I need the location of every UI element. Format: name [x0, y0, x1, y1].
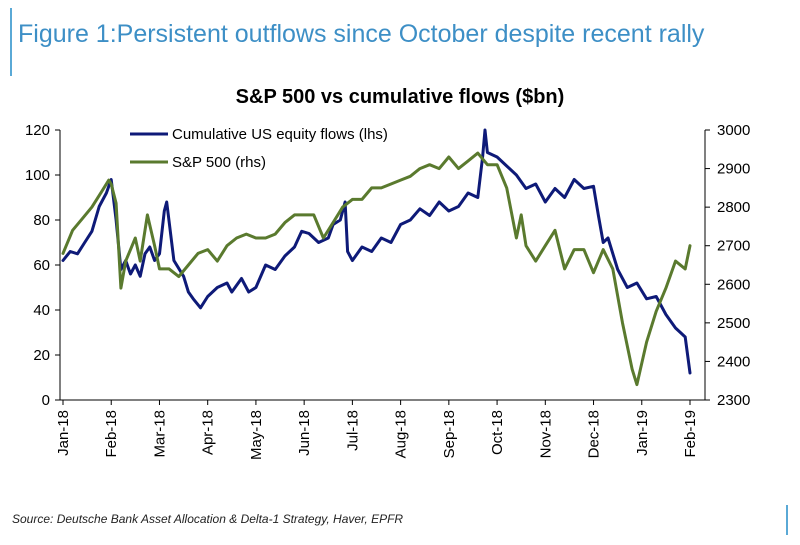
x-tick-label: Sep-18	[441, 410, 458, 458]
y-tick-label-right: 2300	[717, 392, 750, 409]
x-tick-label: Jan-19	[634, 410, 651, 456]
chart-legend: Cumulative US equity flows (lhs) S&P 500…	[130, 126, 388, 171]
x-tick-label: Dec-18	[586, 410, 603, 458]
x-tick-label: Nov-18	[537, 410, 554, 458]
y-tick-label-left: 40	[33, 302, 50, 319]
x-tick-label: Apr-18	[200, 410, 217, 455]
frame-accent-left	[10, 8, 12, 76]
chart-axes: 0 20 40 60 80 100 120 2300 2400 2500 2600 2700 2800 2…	[25, 122, 750, 460]
y-tick-label-left: 20	[33, 347, 50, 364]
x-tick-label: Jul-18	[344, 410, 361, 451]
y-tick-label-left: 100	[25, 167, 50, 184]
x-tick-label: Feb-18	[103, 410, 120, 458]
y-tick-label-right: 2900	[717, 161, 750, 178]
figure-title: Figure 1:Persistent outflows since Octob…	[18, 20, 705, 48]
x-tick-label: Oct-18	[489, 410, 506, 455]
y-tick-label-left: 60	[33, 257, 50, 274]
y-tick-label-left: 80	[33, 212, 50, 229]
y-tick-label-right: 2500	[717, 315, 750, 332]
x-tick-label: Feb-19	[682, 410, 699, 458]
x-tick-label: Jan-18	[55, 410, 72, 456]
x-tick-label: Mar-18	[151, 410, 168, 458]
source-note: Source: Deutsche Bank Asset Allocation &…	[12, 512, 404, 526]
series-line-flows	[61, 128, 692, 375]
y-tick-label-right: 2700	[717, 238, 750, 255]
x-tick-label: Aug-18	[393, 410, 410, 458]
y-tick-label-left: 0	[42, 392, 50, 409]
frame-accent-right	[786, 505, 788, 535]
y-tick-label-right: 2400	[717, 353, 750, 370]
series-line-sp500	[61, 151, 692, 387]
y-tick-label-right: 3000	[717, 122, 750, 139]
chart-title: S&P 500 vs cumulative flows ($bn)	[235, 86, 565, 108]
y-tick-label-right: 2800	[717, 199, 750, 216]
legend-label-sp500: S&P 500 (rhs)	[172, 154, 266, 171]
y-tick-label-right: 2600	[717, 276, 750, 293]
x-tick-label: May-18	[248, 410, 265, 460]
legend-label-flows: Cumulative US equity flows (lhs)	[172, 126, 388, 143]
x-tick-label: Jun-18	[296, 410, 313, 456]
chart-lines	[61, 128, 692, 387]
y-tick-label-left: 120	[25, 122, 50, 139]
